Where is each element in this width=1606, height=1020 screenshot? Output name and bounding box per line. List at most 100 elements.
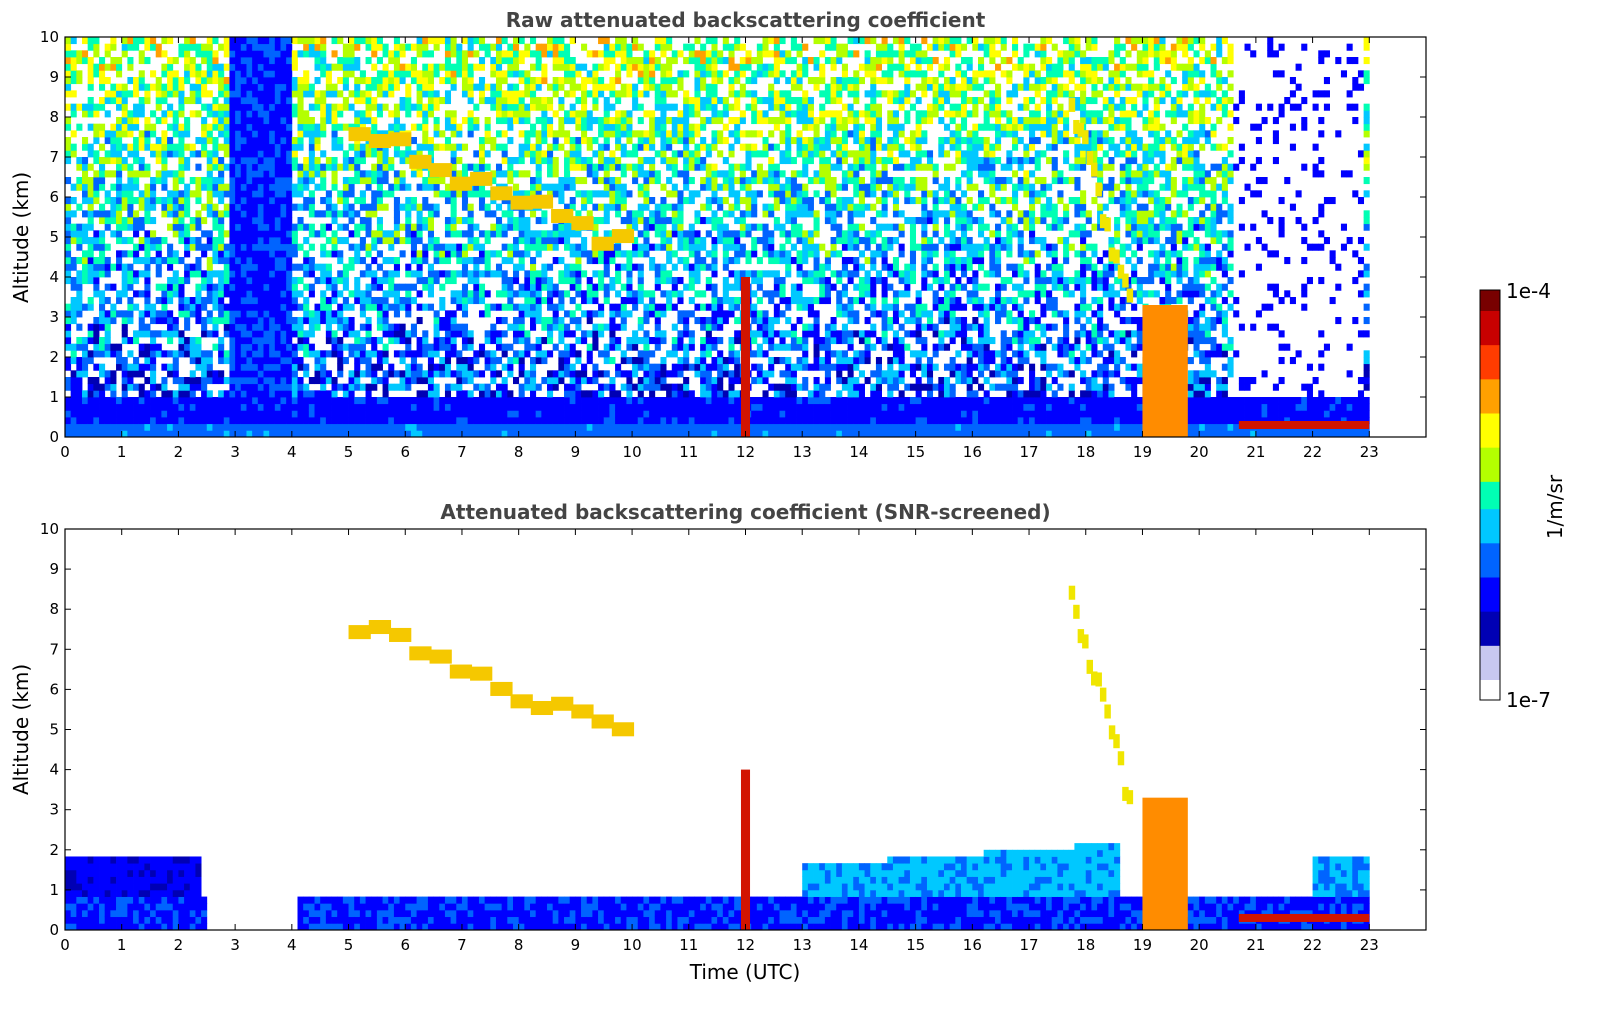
heatmap-cell	[547, 123, 554, 131]
heatmap-cell	[518, 223, 525, 231]
heatmap-cell	[76, 223, 83, 231]
heatmap-cell	[331, 403, 338, 411]
heatmap-cell	[229, 237, 236, 245]
heatmap-cell	[314, 43, 321, 51]
heatmap-cell	[212, 70, 219, 78]
heatmap-cell	[422, 303, 429, 311]
heatmap-cell	[700, 290, 707, 298]
heatmap-cell	[127, 430, 134, 438]
heatmap-cell	[116, 157, 123, 165]
heatmap-cell	[626, 337, 633, 345]
heatmap-cell	[694, 37, 701, 45]
heatmap-cell	[427, 430, 434, 438]
heatmap-cell	[133, 277, 140, 285]
heatmap-cell	[359, 170, 366, 178]
heatmap-cell	[683, 230, 690, 238]
heatmap-cell	[376, 43, 383, 51]
heatmap-cell	[649, 303, 656, 311]
heatmap-cell	[444, 123, 452, 131]
heatmap-cell	[376, 150, 383, 158]
heatmap-cell	[325, 277, 332, 285]
heatmap-cell	[257, 157, 264, 165]
heatmap-cell	[274, 243, 281, 251]
heatmap-cell	[581, 237, 588, 245]
heatmap-cell	[495, 223, 503, 231]
heatmap-cell	[82, 177, 89, 185]
heatmap-cell	[478, 257, 486, 265]
heatmap-cell	[654, 430, 661, 438]
heatmap-cell	[291, 57, 298, 65]
heatmap-cell	[518, 217, 525, 225]
heatmap-cell	[592, 203, 599, 211]
heatmap-cell	[626, 430, 633, 438]
heatmap-cell	[144, 343, 151, 351]
heatmap-cell	[513, 243, 520, 251]
heatmap-cell	[444, 63, 452, 71]
heatmap-cell	[643, 157, 650, 165]
heatmap-cell	[507, 157, 514, 165]
heatmap-cell	[257, 297, 264, 305]
heatmap-cell	[450, 403, 457, 411]
heatmap-cell	[133, 410, 140, 418]
heatmap-cell	[688, 110, 695, 118]
heatmap-cell	[671, 123, 678, 131]
heatmap-cell	[637, 430, 644, 438]
heatmap-cell	[206, 297, 213, 305]
heatmap-cell	[274, 223, 281, 231]
heatmap-cell	[711, 270, 718, 278]
heatmap-cell	[70, 277, 77, 285]
heatmap-cell	[348, 157, 355, 165]
heatmap-cell	[133, 303, 140, 311]
heatmap-cell	[705, 303, 712, 311]
heatmap-cell	[660, 43, 667, 51]
heatmap-cell	[133, 270, 140, 278]
heatmap-cell	[637, 243, 644, 251]
heatmap-cell	[274, 410, 281, 418]
heatmap-cell	[116, 217, 123, 225]
heatmap-cell	[530, 383, 537, 391]
heatmap-cell	[121, 410, 128, 418]
heatmap-cell	[456, 250, 463, 258]
heatmap-cell	[717, 170, 724, 178]
heatmap-cell	[535, 103, 542, 111]
heatmap-cell	[643, 130, 650, 138]
heatmap-cell	[206, 377, 213, 385]
heatmap-cell	[99, 83, 106, 91]
heatmap-cell	[76, 377, 83, 385]
heatmap-cell	[269, 297, 276, 305]
heatmap-cell	[518, 317, 525, 325]
heatmap-cell	[314, 317, 321, 325]
heatmap-cell	[711, 403, 718, 411]
heatmap-cell	[552, 377, 559, 385]
heatmap-cell	[513, 217, 520, 225]
heatmap-cell	[121, 117, 128, 125]
heatmap-cell	[246, 70, 253, 78]
heatmap-cell	[575, 377, 582, 385]
heatmap-cell	[354, 97, 361, 105]
heatmap-cell	[671, 370, 678, 378]
heatmap-cell	[518, 257, 525, 265]
heatmap-cell	[694, 430, 701, 438]
heatmap-cell	[393, 310, 400, 318]
heatmap-cell	[99, 297, 106, 305]
heatmap-cell	[104, 157, 111, 165]
heatmap-cell	[575, 97, 582, 105]
heatmap-cell	[671, 77, 678, 85]
heatmap-cell	[467, 190, 474, 198]
heatmap-cell	[178, 377, 185, 385]
heatmap-cell	[354, 277, 361, 285]
heatmap-cell	[172, 70, 179, 78]
heatmap-cell	[461, 323, 469, 331]
heatmap-cell	[620, 283, 627, 291]
heatmap-cell	[626, 410, 633, 418]
heatmap-cell	[150, 383, 157, 391]
heatmap-cell	[609, 57, 616, 65]
heatmap-cell	[178, 390, 185, 398]
heatmap-cell	[331, 130, 338, 138]
heatmap-cell	[456, 270, 463, 278]
heatmap-cell	[303, 257, 310, 265]
heatmap-cell	[649, 370, 656, 378]
heatmap-cell	[218, 417, 225, 425]
heatmap-cell	[269, 403, 276, 411]
heatmap-cell	[422, 397, 429, 405]
